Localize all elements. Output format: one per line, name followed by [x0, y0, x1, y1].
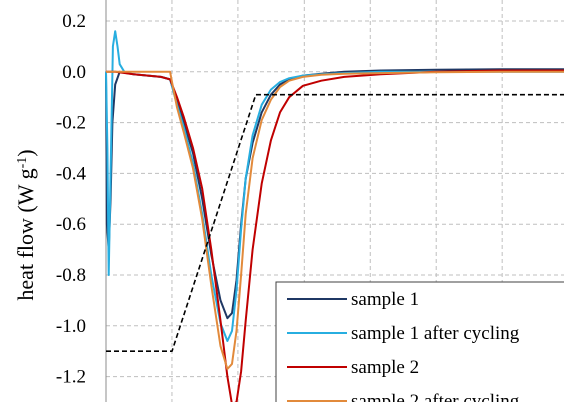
y-tick-label: -0.8 [56, 265, 86, 286]
legend-label: sample 1 [351, 289, 419, 310]
y-axis-label: heat flow (W g-1) [13, 149, 38, 300]
legend-label: sample 2 after cycling [351, 391, 520, 402]
legend-box [275, 281, 564, 402]
y-tick-label: -0.4 [56, 163, 87, 184]
y-tick-label: -1.2 [56, 367, 86, 388]
y-tick-label: 0.0 [62, 62, 86, 83]
y-axis-label-close: ) [13, 149, 38, 156]
series-lines [105, 30, 564, 402]
y-tick-labels: 0.2 0.0 -0.2 -0.4 -0.6 -0.8 -1.0 -1.2 [56, 11, 87, 388]
y-tick-label: -1.0 [56, 316, 86, 337]
y-axis-label-main: heat flow (W g [13, 168, 38, 300]
y-tick-label: 0.2 [62, 11, 86, 32]
series-line [105, 68, 564, 320]
legend: sample 1 sample 1 after cycling sample 2 sa… [275, 281, 564, 402]
y-tick-label: -0.6 [56, 214, 86, 235]
legend-label: sample 1 after cycling [351, 323, 520, 344]
legend-label: sample 2 [351, 357, 419, 378]
series-line [106, 70, 564, 370]
dashed-line [106, 93, 564, 352]
y-tick-label: -0.2 [56, 113, 86, 134]
y-axis-label-sup: -1 [15, 157, 30, 169]
